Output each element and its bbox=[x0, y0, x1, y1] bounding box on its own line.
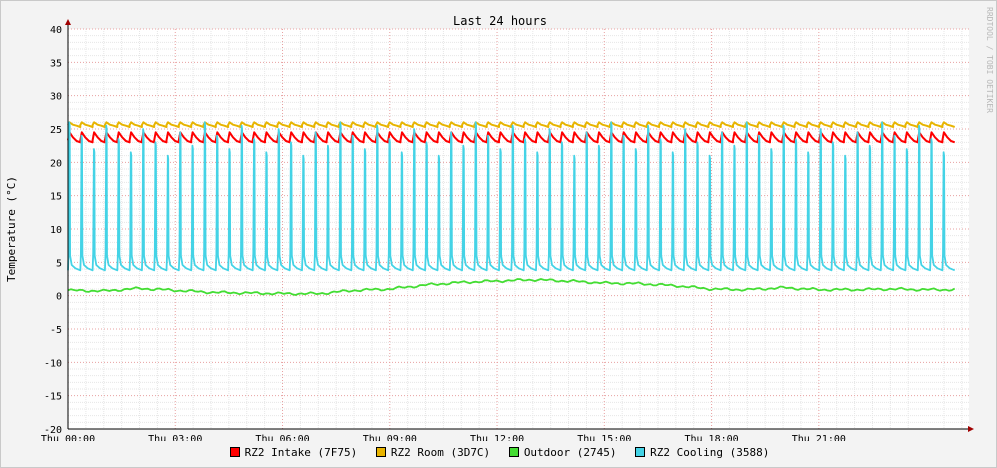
y-tick-label: 15 bbox=[50, 192, 62, 203]
legend-swatch bbox=[635, 447, 646, 457]
legend-label: RZ2 Cooling (3588) bbox=[650, 446, 770, 459]
series-group bbox=[67, 121, 956, 296]
legend-label: Outdoor (2745) bbox=[523, 446, 617, 459]
legend-swatch bbox=[508, 447, 519, 457]
legend-item-outdoor: Outdoor (2745) bbox=[508, 446, 617, 459]
x-tick-label: Thu 18:00 bbox=[684, 434, 738, 441]
y-tick-label: 20 bbox=[50, 158, 62, 169]
legend-item-cooling: RZ2 Cooling (3588) bbox=[635, 446, 769, 459]
y-tick-label: 25 bbox=[50, 125, 62, 136]
y-tick-label: -20 bbox=[44, 425, 62, 436]
y-axis-label: Temperature (°C) bbox=[5, 176, 18, 282]
y-tick-label: 10 bbox=[50, 225, 62, 236]
legend-swatch bbox=[375, 447, 386, 457]
x-axis-arrow bbox=[968, 426, 974, 432]
y-tick-label: -5 bbox=[50, 325, 62, 336]
x-tick-label: Thu 15:00 bbox=[577, 434, 631, 441]
series-line-rz2-cooling bbox=[67, 121, 956, 272]
x-tick-label: Thu 03:00 bbox=[148, 434, 202, 441]
y-tick-label: 40 bbox=[50, 25, 62, 36]
x-tick-label: Thu 00:00 bbox=[41, 434, 95, 441]
legend: RZ2 Intake (7F75) RZ2 Room (3D7C) Outdoo… bbox=[1, 446, 997, 459]
series-line-outdoor-2745 bbox=[67, 278, 956, 296]
y-axis-arrow bbox=[65, 19, 71, 25]
y-tick-label: 35 bbox=[50, 58, 62, 69]
legend-label: RZ2 Room (3D7C) bbox=[390, 446, 491, 459]
series-line-rz2-intake bbox=[67, 131, 956, 144]
legend-item-intake: RZ2 Intake (7F75) bbox=[229, 446, 358, 459]
y-tick-label: -15 bbox=[44, 392, 62, 403]
legend-label: RZ2 Intake (7F75) bbox=[244, 446, 358, 459]
watermark: RRDTOOL / TOBI OETIKER bbox=[985, 7, 994, 113]
y-tick-label: -10 bbox=[44, 358, 62, 369]
y-tick-label: 0 bbox=[56, 292, 62, 303]
legend-item-room: RZ2 Room (3D7C) bbox=[375, 446, 491, 459]
x-tick-label: Thu 09:00 bbox=[363, 434, 417, 441]
y-tick-label: 30 bbox=[50, 92, 62, 103]
legend-swatch bbox=[229, 447, 240, 457]
x-tick-label: Thu 06:00 bbox=[255, 434, 309, 441]
x-tick-label: Thu 12:00 bbox=[470, 434, 524, 441]
x-tick-label: Thu 21:00 bbox=[792, 434, 846, 441]
y-tick-label: 5 bbox=[56, 258, 62, 269]
series-line-rz2-room bbox=[67, 121, 956, 128]
chart-title: Last 24 hours bbox=[453, 14, 547, 28]
